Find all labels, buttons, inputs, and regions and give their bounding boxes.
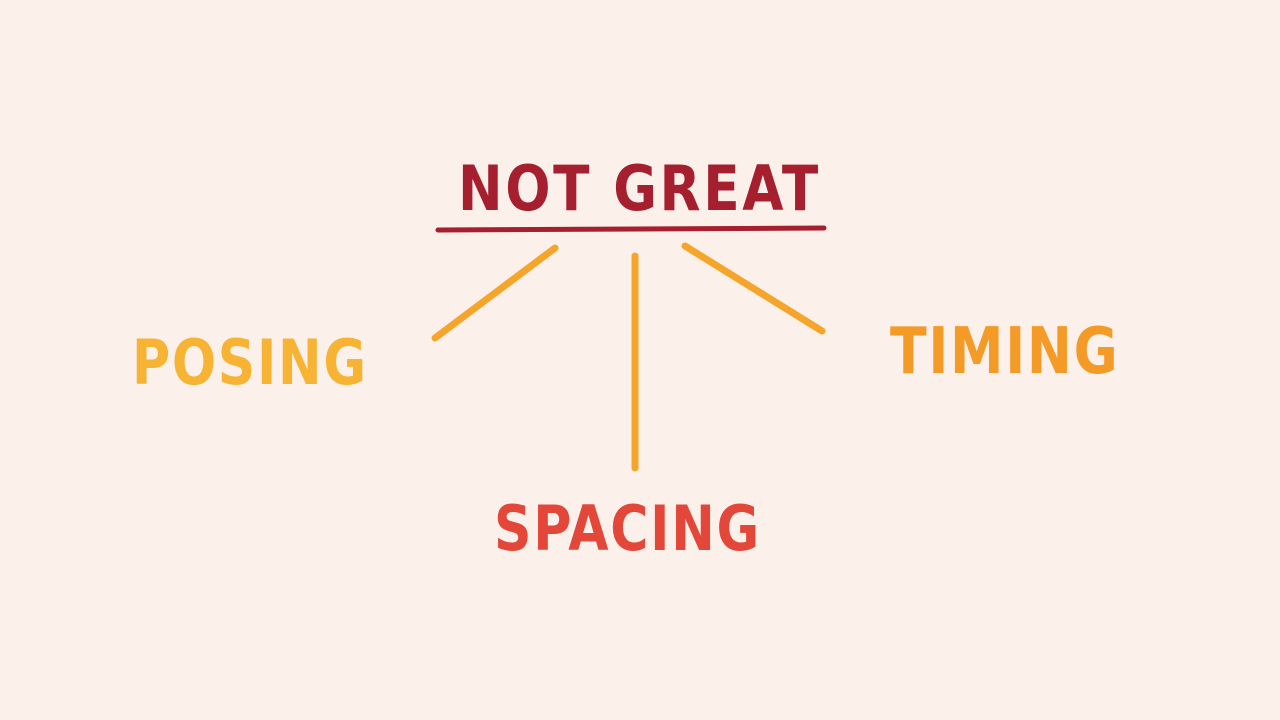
branch-label-spacing: SPACING xyxy=(494,492,761,565)
branch-label-posing: POSING xyxy=(132,326,368,399)
connector-timing xyxy=(681,242,826,335)
root-underline xyxy=(435,225,827,233)
connector-posing xyxy=(431,244,559,342)
branch-label-timing: TIMING xyxy=(890,315,1120,389)
root-node-label: NOT GREAT xyxy=(458,152,821,225)
